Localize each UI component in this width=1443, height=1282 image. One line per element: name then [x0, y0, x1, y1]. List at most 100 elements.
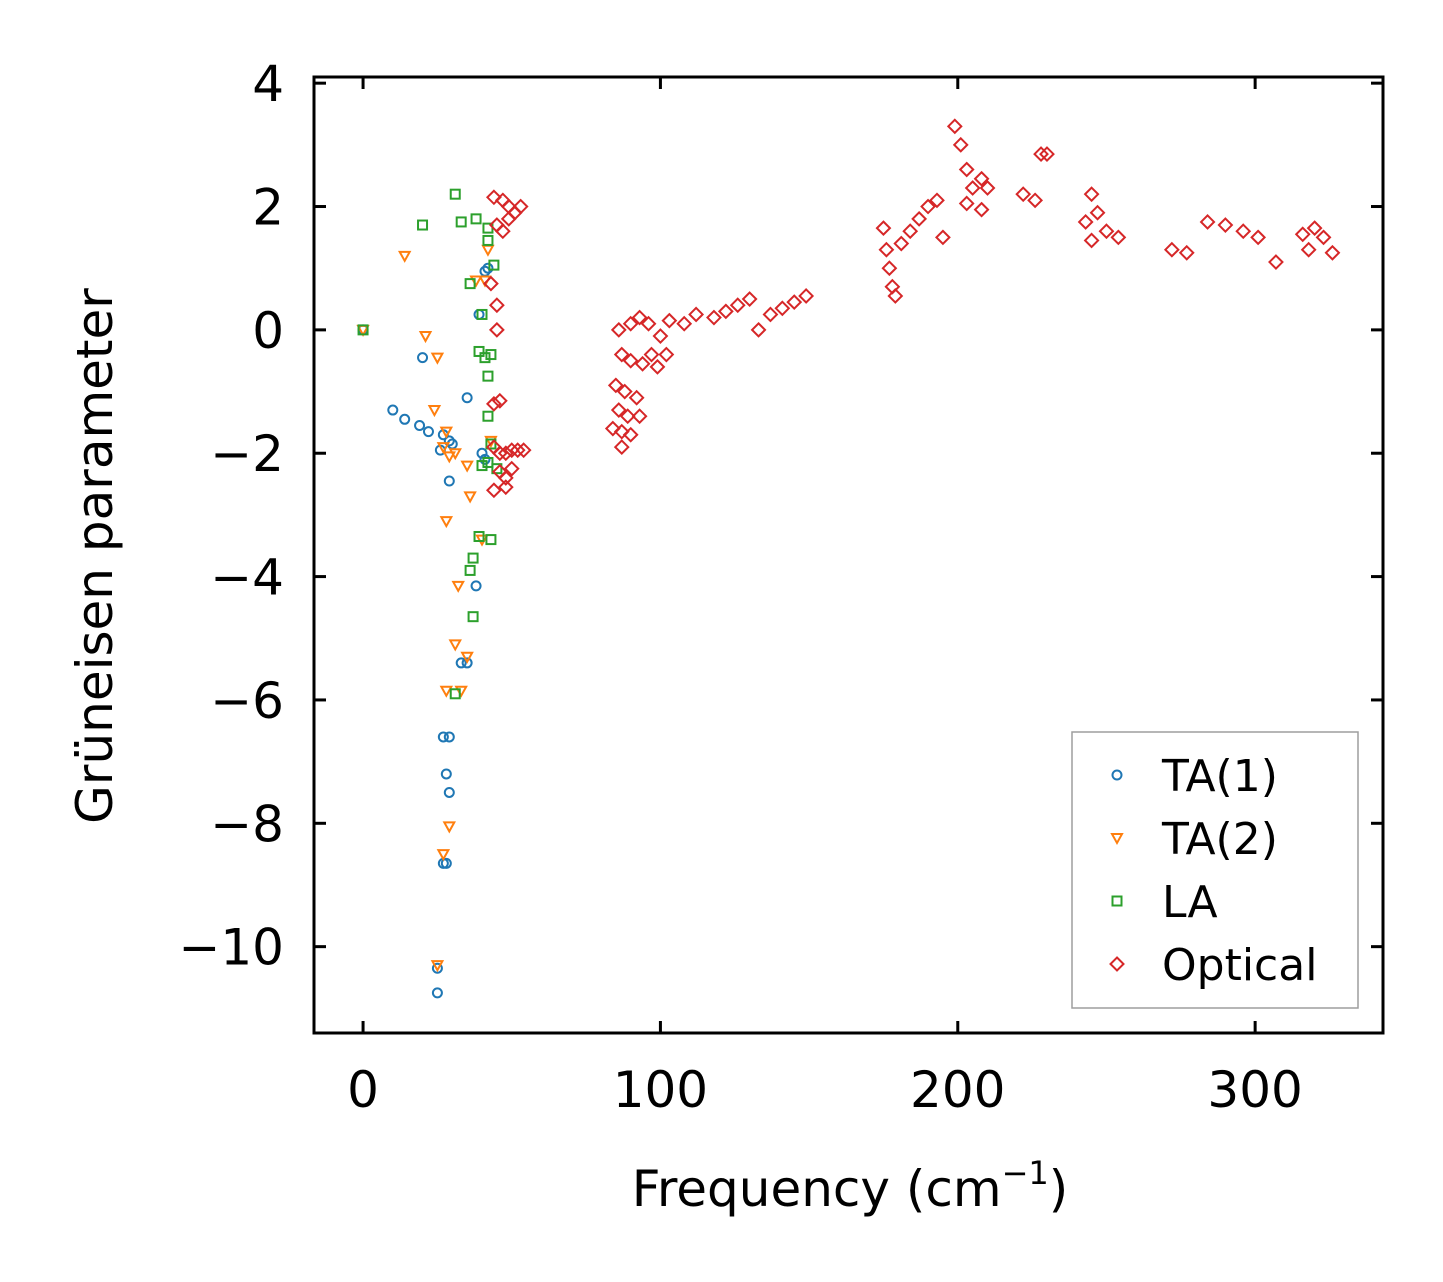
- data-point: [503, 460, 520, 477]
- data-point: [652, 328, 669, 344]
- data-point: [706, 309, 722, 326]
- data-point: [1300, 241, 1317, 258]
- data-point: [497, 469, 514, 486]
- legend-entry: TA(1): [1111, 751, 1278, 802]
- x-axis-label: Frequency (cm−1): [632, 1154, 1069, 1218]
- data-point: [887, 288, 904, 304]
- data-point: [786, 294, 803, 311]
- data-point: [482, 370, 494, 382]
- data-point: [973, 201, 990, 218]
- data-point: [688, 306, 705, 323]
- y-tick-label: 2: [252, 179, 284, 237]
- data-point: [485, 534, 497, 546]
- data-point: [464, 278, 476, 290]
- data-point: [973, 170, 990, 187]
- data-point: [1083, 186, 1100, 203]
- data-point: [482, 410, 494, 422]
- legend-entry: TA(2): [1110, 814, 1278, 865]
- data-point: [920, 198, 936, 215]
- data-point: [1324, 244, 1341, 261]
- data-point: [488, 321, 505, 338]
- data-point: [488, 297, 505, 314]
- legend-marker: [1111, 769, 1123, 781]
- data-point: [479, 352, 491, 364]
- data-point: [1083, 232, 1100, 249]
- data-point: [482, 456, 494, 468]
- data-point: [482, 234, 494, 246]
- data-point: [610, 321, 627, 338]
- data-point: [455, 657, 467, 669]
- data-point: [1306, 220, 1323, 237]
- data-point: [881, 260, 898, 277]
- data-point: [631, 309, 648, 326]
- data-point: [476, 447, 488, 459]
- data-point: [509, 442, 526, 459]
- data-point: [440, 857, 452, 869]
- data-point: [439, 685, 454, 698]
- data-point: [946, 118, 963, 135]
- data-point: [464, 564, 476, 576]
- data-point: [387, 404, 399, 416]
- data-point: [414, 419, 426, 431]
- data-point: [1178, 244, 1195, 261]
- data-point: [476, 460, 488, 472]
- data-point: [448, 448, 462, 461]
- data-point: [467, 552, 479, 564]
- data-point: [878, 241, 895, 258]
- data-point: [488, 259, 500, 271]
- legend-label: TA(2): [1161, 814, 1278, 865]
- data-point: [643, 346, 660, 363]
- legend-marker: [1111, 895, 1123, 907]
- data-point: [443, 435, 455, 447]
- data-point: [958, 161, 975, 178]
- data-point: [473, 308, 485, 320]
- data-point: [470, 580, 482, 592]
- data-point: [631, 408, 648, 425]
- data-point: [622, 352, 639, 369]
- data-point: [443, 786, 455, 798]
- data-point: [479, 453, 491, 465]
- data-point: [449, 188, 461, 200]
- data-point: [467, 611, 479, 623]
- data-point: [443, 731, 455, 743]
- data-point: [460, 651, 474, 664]
- data-point: [491, 392, 508, 409]
- data-point: [440, 768, 452, 780]
- data-point: [1294, 226, 1311, 243]
- data-point: [741, 291, 758, 307]
- data-point: [455, 216, 467, 228]
- data-point: [1250, 229, 1267, 246]
- data-point: [476, 308, 488, 320]
- data-point: [512, 198, 529, 215]
- data-point: [1039, 146, 1055, 163]
- data-point: [494, 223, 511, 240]
- data-point: [1315, 229, 1332, 246]
- data-point: [1089, 204, 1106, 221]
- data-point: [460, 460, 474, 473]
- data-point: [431, 987, 443, 999]
- y-tick-label: −6: [210, 672, 284, 730]
- data-point: [958, 195, 975, 212]
- data-point: [442, 821, 456, 834]
- data-point: [439, 516, 454, 529]
- data-point: [497, 479, 514, 496]
- y-tick-label: 0: [252, 302, 284, 360]
- data-point: [418, 331, 433, 344]
- data-point: [485, 189, 502, 206]
- legend: TA(1) TA(2) LA Optical: [1071, 731, 1359, 1009]
- x-tick-label: 300: [1207, 1061, 1302, 1119]
- legend-label: Optical: [1162, 940, 1317, 991]
- data-point: [1098, 223, 1115, 240]
- data-point: [934, 229, 951, 246]
- y-axis-label: Grüneisen parameter: [66, 288, 124, 824]
- series-la: [357, 188, 503, 700]
- data-point: [357, 324, 369, 336]
- data-point: [1199, 214, 1216, 230]
- data-point: [436, 442, 451, 455]
- y-tick-label: −10: [178, 919, 284, 977]
- data-point: [902, 223, 919, 240]
- data-point: [397, 250, 412, 263]
- data-point: [485, 482, 502, 499]
- data-point: [1268, 254, 1284, 270]
- data-point: [1077, 214, 1094, 230]
